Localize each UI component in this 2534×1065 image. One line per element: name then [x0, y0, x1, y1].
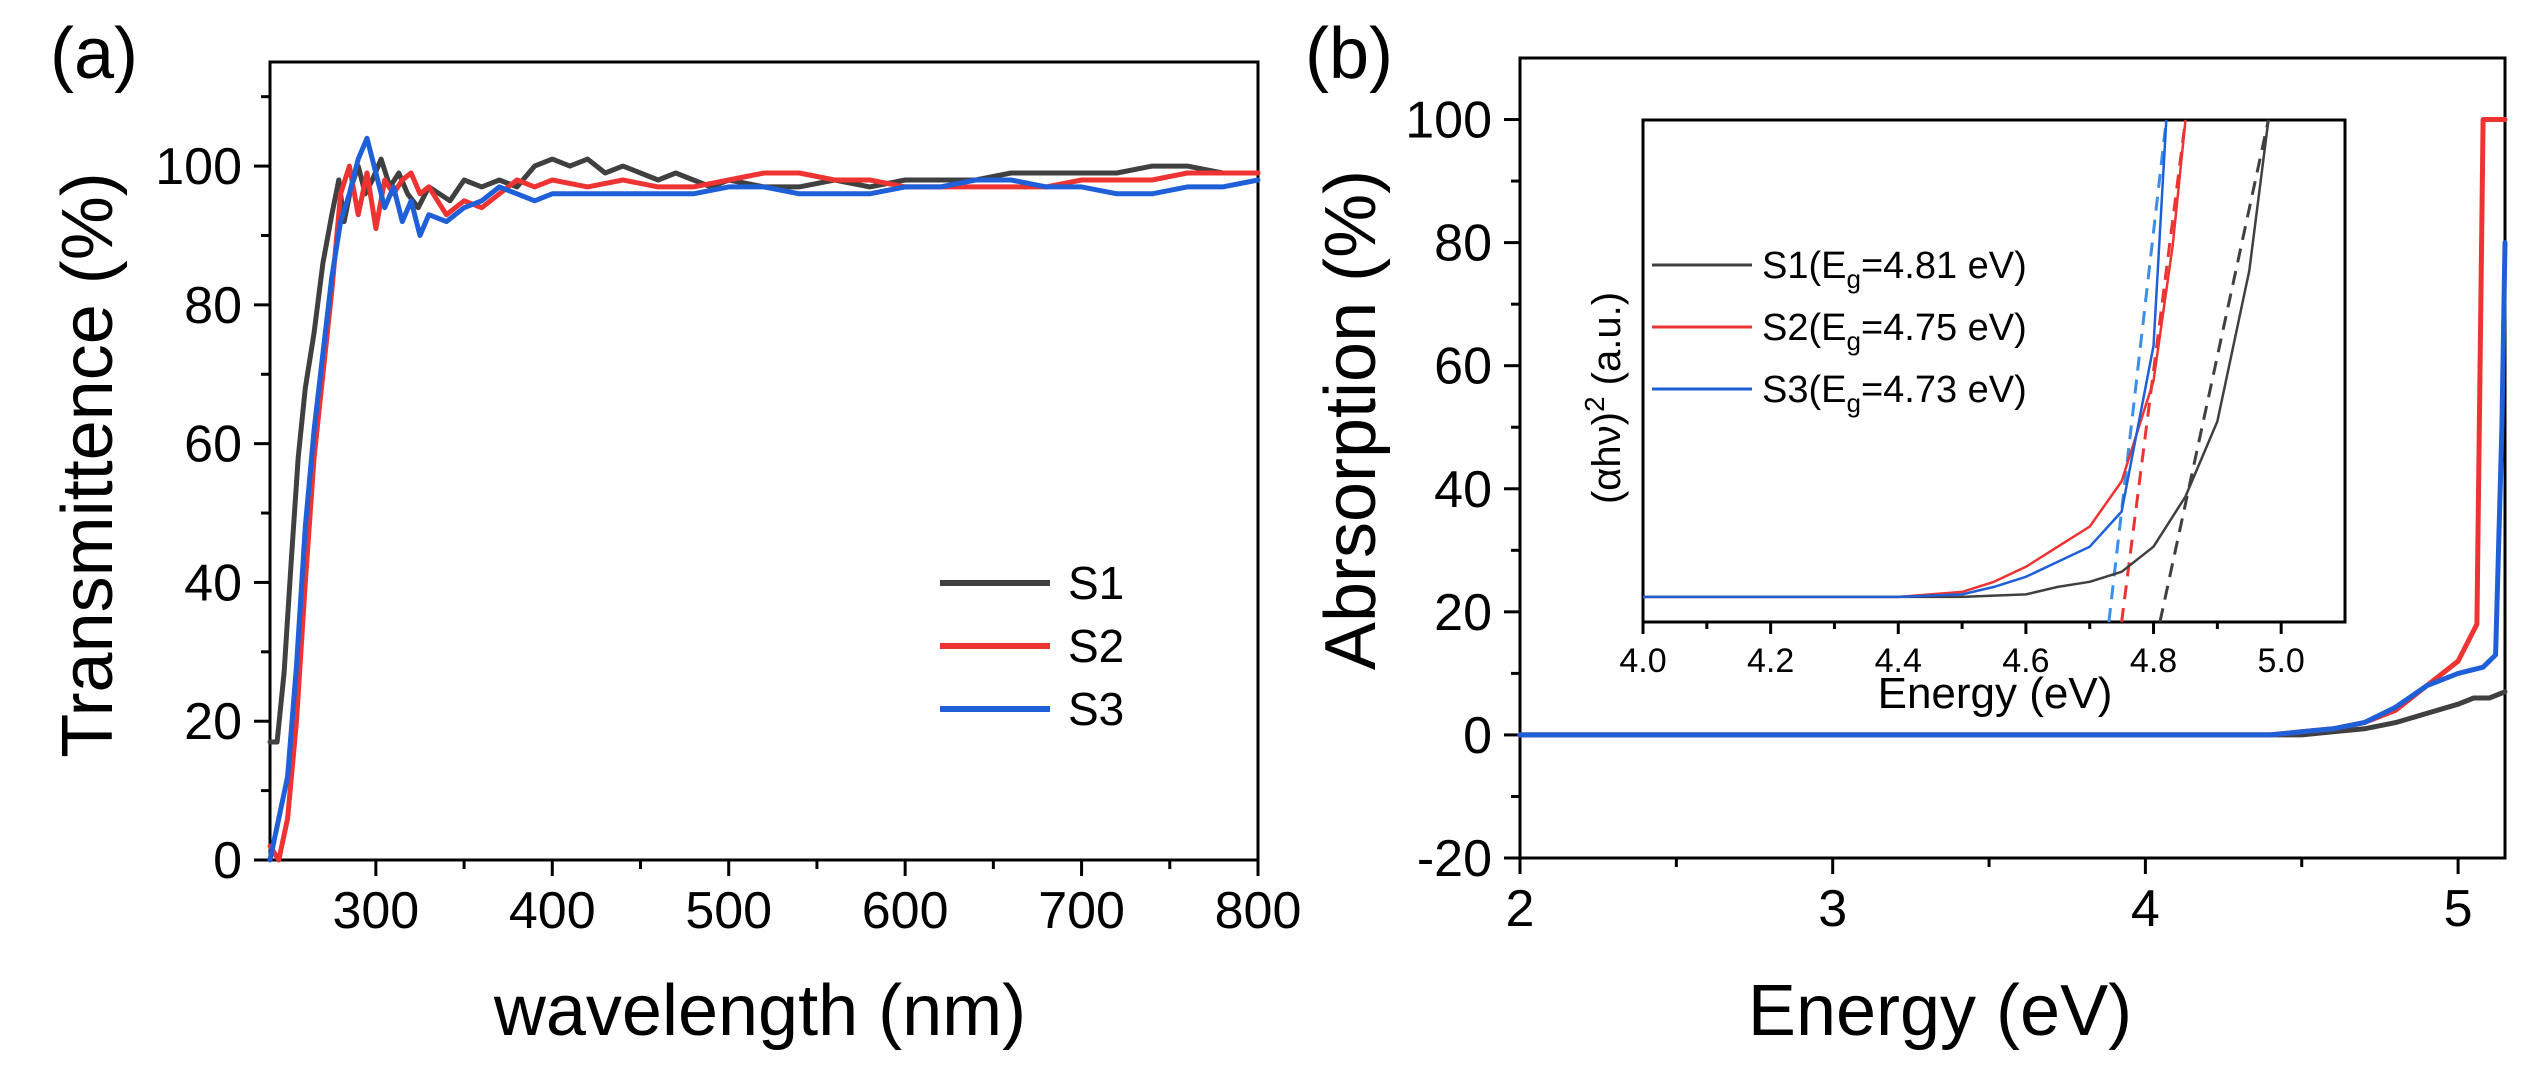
- panel-b-y-tick-label: 0: [1463, 707, 1492, 765]
- panel-b-y-tick-label: -20: [1417, 830, 1492, 888]
- panel-a-legend-label-S2: S2: [1068, 620, 1124, 672]
- inset-y-axis-label: (αhν)2 (a.u.): [1579, 292, 1629, 504]
- inset-legend-label-S2: S2(Eg=4.75 eV): [1762, 307, 2027, 356]
- inset-legend-subscript: g: [1846, 264, 1860, 294]
- panel-b: (b) 2 3 4 5 -20 0 20 40 60 80 100 Energy (eV) Abrs…: [1305, 14, 2508, 1051]
- inset-fit-line-S2: [2120, 119, 2187, 623]
- panel-a-y-tick-label: 0: [213, 832, 242, 890]
- panel-a-x-tick-label: 300: [332, 882, 419, 940]
- inset-y-label-unit: (a.u.): [1585, 292, 1629, 396]
- panel-b-x-tick-label: 4: [2131, 880, 2160, 938]
- panel-a-legend-label-S1: S1: [1068, 557, 1124, 609]
- inset-legend-text: =4.73 eV): [1861, 369, 2027, 411]
- inset-x-tick-label: 4.4: [1875, 642, 1922, 680]
- panel-a-y-tick-label: 40: [184, 554, 242, 612]
- panel-b-y-tick-label: 80: [1434, 215, 1492, 273]
- panel-b-series-S3: [1517, 240, 2508, 738]
- panel-a-y-tick-label: 20: [184, 693, 242, 751]
- inset-legend-text: S2(E: [1762, 307, 1846, 349]
- panel-a-x-tick-label: 500: [685, 882, 772, 940]
- inset-fit-line-S3: [2107, 119, 2168, 623]
- inset-x-tick-label: 4.0: [1619, 642, 1666, 680]
- inset-legend-text: S3(E: [1762, 369, 1846, 411]
- panel-b-label: (b): [1305, 14, 1393, 94]
- panel-b-x-axis-label: Energy (eV): [1748, 971, 2132, 1051]
- panel-a-x-tick-label: 700: [1038, 882, 1125, 940]
- inset-legend-text: =4.81 eV): [1861, 245, 2027, 287]
- panel-a-x-tick-label: 600: [862, 882, 949, 940]
- panel-a-plot-area: 300 400 500 600 700 800 0 20 40 60 80 100 S1 S2 S3: [155, 60, 1302, 940]
- inset-y-label-sup: 2: [1579, 396, 1610, 412]
- inset-legend-text: =4.75 eV): [1861, 307, 2027, 349]
- panel-b-y-tick-label: 60: [1434, 338, 1492, 396]
- panel-b-x-tick-label: 2: [1506, 880, 1535, 938]
- panel-a-y-tick-label: 60: [184, 416, 242, 474]
- inset-series-S3: [1643, 119, 2168, 599]
- panel-a-series-S1: [267, 156, 1261, 745]
- inset-x-tick-label: 4.8: [2130, 642, 2177, 680]
- panel-a-series-S2: [267, 163, 1261, 863]
- panel-b-plot-area: 2 3 4 5 -20 0 20 40 60 80 100: [1405, 56, 2508, 938]
- inset-x-axis-label: Energy (eV): [1878, 669, 2113, 718]
- inset-x-tick-label: 5.0: [2258, 642, 2305, 680]
- panel-a-y-axis-label: Transmittence (%): [48, 172, 128, 757]
- panel-a-y-tick-label: 100: [155, 138, 242, 196]
- panel-b-y-tick-label: 40: [1434, 461, 1492, 519]
- panel-a-legend-label-S3: S3: [1068, 683, 1124, 735]
- inset-y-label-main: (αhν): [1585, 412, 1629, 504]
- inset-x-tick-label: 4.2: [1747, 642, 1794, 680]
- inset-legend-text: S1(E: [1762, 245, 1846, 287]
- inset-plot-area: 4.0 4.2 4.4 4.6 4.8 5.0S1(Eg=4.81 eV)S2(Eg=4.…: [1619, 118, 2347, 680]
- panel-a-y-tick-label: 80: [184, 277, 242, 335]
- panel-a-x-tick-label: 800: [1215, 882, 1302, 940]
- inset-x-tick-label: 4.6: [2002, 642, 2049, 680]
- panel-b-y-tick-label: 100: [1405, 92, 1492, 150]
- inset-chart: 4.0 4.2 4.4 4.6 4.8 5.0S1(Eg=4.81 eV)S2(Eg=4.…: [1579, 118, 2347, 718]
- inset-legend-label-S3: S3(Eg=4.73 eV): [1762, 369, 2027, 418]
- panel-b-x-tick-label: 3: [1818, 880, 1847, 938]
- panel-b-x-tick-label: 5: [2444, 880, 2473, 938]
- panel-b-y-axis-label: Abrsorption (%): [1311, 170, 1391, 670]
- panel-a: (a) 300 400 500 600 700 800 0 20 40 60 80 100 S1 S2 S3…: [48, 14, 1301, 1051]
- panel-a-frame: [268, 60, 1260, 862]
- inset-fit-line-S1: [2158, 119, 2270, 623]
- panel-a-x-tick-label: 400: [509, 882, 596, 940]
- panel-b-frame: [1518, 56, 2507, 860]
- panel-b-y-tick-label: 20: [1434, 584, 1492, 642]
- panel-a-label: (a): [50, 14, 138, 94]
- inset-legend-subscript: g: [1846, 388, 1860, 418]
- inset-legend-subscript: g: [1846, 326, 1860, 356]
- panel-a-x-axis-label: wavelength (nm): [493, 971, 1026, 1051]
- inset-legend-label-S1: S1(Eg=4.81 eV): [1762, 245, 2027, 294]
- panel-a-series-S3: [267, 135, 1261, 863]
